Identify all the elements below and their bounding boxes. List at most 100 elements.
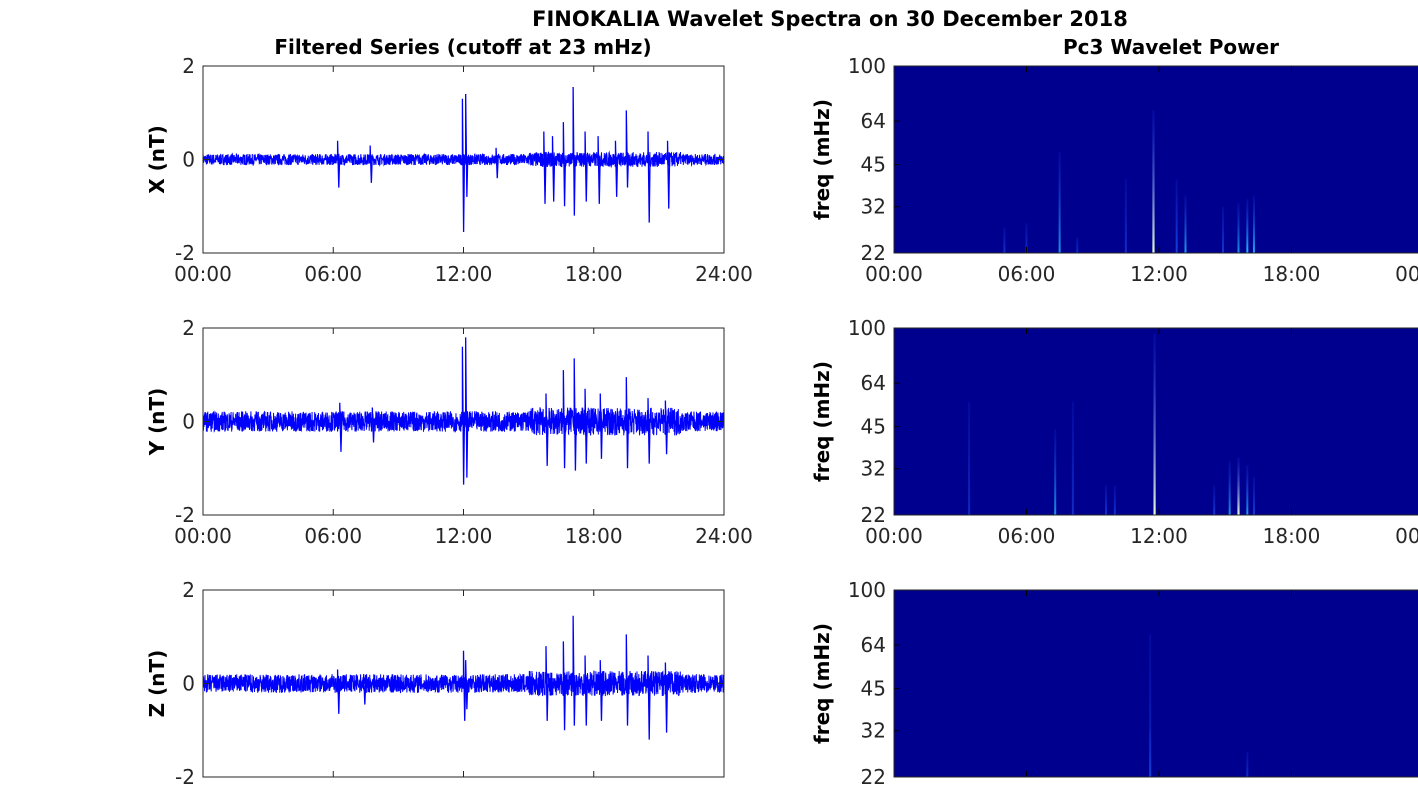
heatmap-background — [894, 328, 1418, 515]
y-tick-label: 2 — [182, 578, 195, 602]
x-tick-label: 12:00 — [435, 262, 493, 286]
series-spike — [336, 669, 341, 714]
wavelet-streak — [1071, 401, 1074, 515]
series-spike — [465, 660, 469, 710]
x-tick-label: 00:00 — [1395, 524, 1418, 548]
x-tick-label: 18:00 — [1263, 262, 1321, 286]
axes-box — [893, 589, 1418, 778]
y-tick-label: 45 — [861, 415, 886, 439]
series-spike — [666, 140, 671, 209]
series-spike — [664, 662, 669, 733]
series-spike — [339, 402, 343, 452]
y-axis-label: Y (nT) — [145, 388, 169, 457]
series-spike — [461, 98, 466, 232]
series-spike — [599, 660, 603, 721]
wavelet-streak — [1058, 151, 1061, 253]
wavelet-streak — [1184, 195, 1187, 253]
wavelet-streak — [1152, 110, 1155, 253]
wavelet-streak — [1222, 206, 1225, 253]
wavelet-streak — [1252, 195, 1255, 253]
x-tick-label: 00:00 — [865, 524, 923, 548]
x-tick-label: 12:00 — [1130, 262, 1188, 286]
wavelet-streak — [1237, 202, 1240, 253]
wavelet-streak — [1153, 333, 1156, 515]
wavelet-streak — [1149, 634, 1152, 777]
series-spike — [625, 634, 629, 726]
panels-group: 20-200:00 06:00 12:00 18:00 24:00X (nT)10064… — [145, 54, 1418, 788]
series-spike — [614, 140, 619, 197]
series-spike — [562, 122, 567, 207]
series-spike — [572, 615, 576, 726]
wavelet-streak — [1124, 179, 1127, 253]
series-spike — [551, 136, 556, 202]
series-spike — [462, 650, 467, 721]
heatmap-background — [894, 590, 1418, 777]
y-tick-label: 64 — [861, 109, 886, 133]
wavelet-streak — [968, 401, 971, 515]
y-tick-label: 32 — [861, 719, 886, 743]
line-panel-z: 2 0 -2 Z (nT) — [145, 578, 725, 788]
y-tick-label: 22 — [861, 241, 886, 265]
y-tick-label: 22 — [861, 765, 886, 788]
wavelet-streak — [1054, 429, 1057, 515]
y-axis-label: freq (mHz) — [810, 99, 834, 220]
wavelet-streak — [1246, 464, 1249, 515]
series-spike — [625, 377, 629, 469]
wavelet-streak — [1025, 223, 1028, 253]
series-spike — [664, 400, 669, 455]
x-tick-label: 00:00 — [1395, 262, 1418, 286]
line-panel-x: 2 0 -200:00 06:00 12:00 18:00 24:00 X (nT) — [145, 54, 753, 286]
wavelet-streak — [1213, 485, 1216, 515]
series-spike — [647, 131, 651, 223]
series-spike — [599, 393, 603, 459]
series-spike — [371, 407, 375, 443]
series-spike — [597, 136, 601, 204]
x-tick-label: 24:00 — [695, 524, 753, 548]
x-tick-label: 06:00 — [998, 524, 1056, 548]
y-tick-label: 100 — [848, 578, 886, 602]
x-tick-label: 12:00 — [1130, 524, 1188, 548]
series-spike — [545, 393, 549, 466]
heatmap-panel-z: 100 64 45 32 22 freq (mHz) — [810, 578, 1418, 788]
series-spike — [465, 94, 469, 197]
y-tick-label: 2 — [182, 54, 195, 78]
series-spike — [461, 346, 466, 485]
x-tick-label: 18:00 — [1263, 524, 1321, 548]
x-tick-label: 00:00 — [174, 524, 232, 548]
x-tick-label: 00:00 — [174, 262, 232, 286]
y-tick-label: -2 — [175, 503, 195, 527]
y-tick-label: 100 — [848, 316, 886, 340]
series-spike — [625, 110, 629, 188]
x-tick-label: 24:00 — [695, 262, 753, 286]
series-spike — [562, 370, 567, 469]
y-tick-label: 32 — [861, 457, 886, 481]
y-tick-label: 22 — [861, 503, 886, 527]
series-spike — [584, 131, 588, 202]
y-tick-label: 45 — [861, 153, 886, 177]
y-tick-label: 0 — [182, 410, 195, 434]
y-tick-label: 0 — [182, 672, 195, 696]
heatmap-panel-x: 1006445322200:0006:0012:0018:0000:00freq… — [810, 54, 1418, 286]
y-axis-label: Z (nT) — [145, 650, 169, 718]
wavelet-streak — [1003, 227, 1006, 253]
series-spike — [336, 140, 341, 188]
x-tick-label: 18:00 — [565, 524, 623, 548]
wavelet-streak — [1113, 485, 1116, 515]
y-tick-label: 2 — [182, 316, 195, 340]
series-spike — [647, 398, 651, 464]
y-axis-label: freq (mHz) — [810, 623, 834, 744]
wavelet-streak — [1246, 199, 1249, 253]
series-spike — [369, 145, 373, 183]
y-tick-label: 0 — [182, 148, 195, 172]
x-tick-label: 00:00 — [865, 262, 923, 286]
series-spike — [362, 674, 367, 705]
y-tick-label: -2 — [175, 241, 195, 265]
series-spike — [465, 337, 469, 478]
line-panel-y: 2 0 -200:00 06:00 12:00 18:00 24:00 Y (nT) — [145, 316, 753, 548]
series-spike — [562, 641, 567, 731]
wavelet-streak — [1149, 730, 1152, 777]
wavelet-streak — [1228, 461, 1231, 515]
x-tick-label: 06:00 — [304, 262, 362, 286]
wavelet-power-title: Pc3 Wavelet Power — [1063, 35, 1279, 59]
